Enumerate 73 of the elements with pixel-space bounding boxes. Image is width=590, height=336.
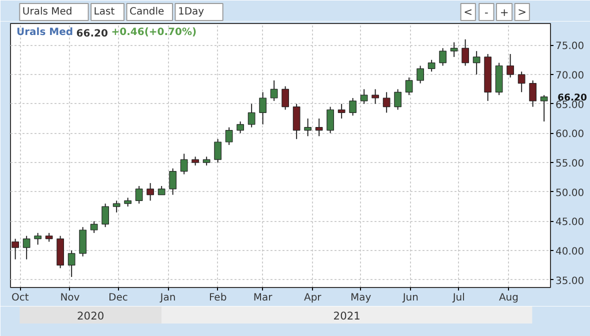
candlestick	[382, 92, 390, 114]
candlestick	[22, 235, 30, 260]
y-tick-label: 55.00	[556, 158, 584, 170]
candlestick	[450, 42, 458, 58]
candlestick	[472, 50, 480, 76]
y-tick-label: 40.00	[556, 246, 584, 258]
text: 1Day	[178, 6, 204, 18]
x-tick-label: May	[350, 292, 372, 304]
candlestick	[428, 59, 436, 72]
annotation: +0.46(+0.70%)	[111, 27, 197, 38]
candlestick	[304, 118, 312, 137]
candlestick	[146, 182, 154, 202]
text: <	[464, 6, 473, 18]
candlestick	[292, 103, 300, 140]
candlestick	[394, 88, 402, 110]
candlestick	[439, 48, 446, 66]
candlestick	[349, 98, 356, 116]
candlestick	[248, 103, 256, 128]
x-tick-label: Apr	[304, 292, 322, 304]
y-tick-label: 75.00	[556, 41, 584, 52]
x-tick-label: Jun	[402, 292, 418, 304]
candlestick	[12, 238, 19, 260]
candlestick	[360, 88, 368, 104]
candlestick	[180, 153, 188, 175]
text: 2020	[77, 310, 104, 322]
x-tick-label: Oct	[12, 292, 29, 304]
candlestick	[68, 250, 76, 278]
text: Candle	[129, 6, 164, 18]
candlestick	[34, 232, 42, 246]
candlestick	[135, 186, 143, 204]
candlestick	[518, 71, 526, 93]
candlestick	[214, 138, 222, 164]
text: -	[484, 6, 489, 19]
candlestick	[326, 106, 334, 134]
x-tick-label: Aug	[498, 292, 518, 304]
text: >	[518, 6, 527, 18]
candlestick	[315, 118, 323, 137]
text: +	[500, 6, 509, 19]
candlestick	[506, 54, 514, 78]
candlestick	[282, 86, 289, 110]
candlestick	[270, 80, 278, 102]
y-tick-label: 60.00	[556, 129, 584, 140]
candlestick	[416, 65, 424, 84]
x-tick-label: Feb	[208, 292, 227, 304]
candlestick	[529, 80, 536, 108]
candlestick	[405, 76, 413, 96]
candlestick	[372, 88, 379, 104]
x-tick-label: Dec	[108, 292, 128, 304]
x-tick-label: Mar	[253, 292, 274, 304]
y-tick-label: 35.00	[556, 276, 584, 287]
candlestick	[259, 92, 266, 125]
annotation: 66.20	[76, 28, 108, 40]
candlestick	[169, 168, 176, 196]
x-tick-label: Jul	[452, 292, 465, 304]
candlestick	[462, 38, 469, 66]
y-tick-label: 50.00	[556, 188, 584, 199]
y-tick-label: 45.00	[556, 217, 584, 228]
candlestick	[102, 203, 109, 228]
y-tick-label: 65.00	[556, 100, 584, 111]
x-tick-label: Nov	[60, 292, 80, 304]
text: Last	[94, 6, 115, 18]
text: 2021	[333, 310, 360, 322]
candlestick	[236, 120, 244, 134]
text: Urals Med	[22, 6, 72, 18]
candlestick	[90, 220, 98, 234]
y-tick-label: 70.00	[556, 70, 584, 82]
x-tick-label: Jan	[159, 292, 176, 304]
candlestick	[338, 103, 346, 120]
candlestick	[112, 200, 120, 213]
candlestick	[225, 126, 233, 146]
chart-title: Urals Med	[16, 27, 74, 38]
candlestick	[540, 94, 548, 122]
candlestick	[79, 226, 86, 257]
